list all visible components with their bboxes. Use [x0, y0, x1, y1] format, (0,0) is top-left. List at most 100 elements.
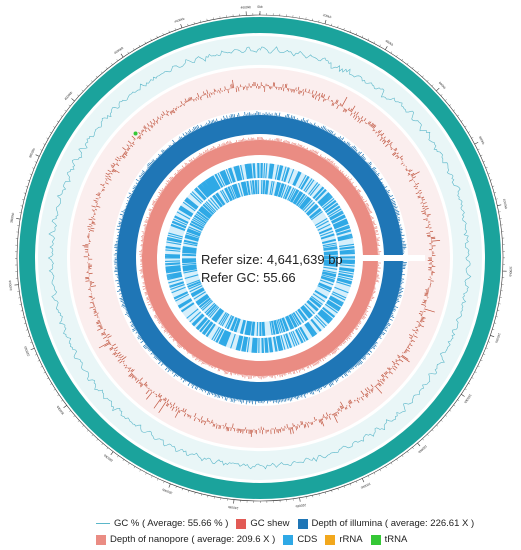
major-tick — [180, 23, 183, 28]
tick-label: 3200kb — [23, 345, 31, 356]
legend-gc-percent: GC % ( Average: 55.66 % ) — [96, 518, 228, 529]
minor-tick — [53, 389, 56, 391]
legend-nanopore-label: Depth of nanopore ( average: 209.6 X ) — [110, 534, 276, 545]
minor-tick — [474, 371, 477, 373]
minor-tick — [453, 404, 456, 407]
legend-row-2: Depth of nanopore ( average: 209.6 X ) C… — [96, 534, 415, 545]
minor-tick — [436, 424, 439, 427]
minor-tick — [379, 469, 381, 472]
tick-label: 3600kb — [9, 212, 15, 223]
minor-tick — [117, 455, 119, 458]
minor-tick — [356, 481, 358, 484]
minor-tick — [396, 55, 398, 57]
minor-tick — [480, 154, 483, 157]
minor-tick — [412, 447, 414, 449]
illumina-spikes — [113, 111, 407, 405]
legend: GC % ( Average: 55.66 % ) GC shew Depth … — [0, 514, 521, 550]
legend-trna-label: tRNA — [384, 534, 408, 545]
minor-tick — [46, 377, 49, 380]
minor-tick — [385, 466, 387, 468]
cds-track — [165, 163, 355, 353]
minor-tick — [426, 79, 429, 82]
minor-tick — [30, 341, 33, 344]
minor-tick — [494, 322, 497, 324]
minor-tick — [138, 44, 141, 47]
minor-tick — [91, 80, 93, 83]
minor-tick — [181, 488, 183, 491]
refer-gc-label: Refer GC: 55.66 — [201, 270, 296, 285]
nanopore-depth-track — [139, 136, 425, 380]
major-tick — [324, 19, 327, 24]
minor-tick — [194, 492, 196, 495]
major-tick — [474, 141, 479, 145]
minor-tick — [50, 383, 53, 385]
minor-tick — [40, 149, 43, 151]
minor-tick — [187, 23, 189, 26]
refer-size-label: Refer size: 4,641,639 bp — [201, 252, 343, 267]
legend-nanopore: Depth of nanopore ( average: 209.6 X ) — [96, 534, 275, 545]
tick-label: 4200kb — [113, 46, 124, 55]
minor-tick — [144, 41, 146, 44]
minor-tick — [25, 186, 28, 188]
minor-tick — [445, 99, 447, 101]
minor-tick — [64, 109, 67, 112]
minor-tick — [43, 371, 46, 374]
minor-tick — [412, 66, 414, 69]
minor-tick — [343, 485, 345, 488]
minor-tick — [390, 51, 393, 54]
minor-tick — [468, 131, 470, 133]
major-tick — [299, 497, 301, 502]
minor-tick — [122, 459, 125, 462]
minor-tick — [485, 167, 488, 169]
gc-skew-track — [82, 79, 441, 437]
tick-label: 3400kb — [8, 280, 13, 291]
minor-tick — [163, 481, 165, 484]
minor-tick — [175, 486, 177, 489]
genome-ticks: 0kb 200kb 400kb 600kb 800kb 1000kb 1200kb 1400k… — [8, 5, 513, 510]
trna-marker — [133, 131, 138, 136]
legend-gc-skew: GC shew — [236, 518, 290, 529]
minor-tick — [337, 488, 339, 491]
tick-label: 1200kb — [508, 266, 513, 277]
minor-tick — [127, 51, 129, 54]
minor-tick — [331, 23, 333, 26]
major-tick — [120, 53, 124, 58]
minor-tick — [82, 425, 84, 427]
cds-swatch — [283, 534, 294, 545]
minor-tick — [427, 434, 429, 436]
minor-tick — [157, 478, 159, 481]
minor-tick — [49, 131, 52, 134]
major-tick — [417, 442, 421, 447]
minor-tick — [487, 173, 490, 175]
cds-inner-stripes — [182, 180, 338, 336]
minor-tick — [431, 429, 434, 432]
minor-tick — [60, 115, 63, 117]
minor-tick — [406, 62, 409, 65]
legend-cds-label: CDS — [297, 534, 318, 545]
minor-tick — [23, 323, 27, 325]
minor-tick — [483, 160, 486, 163]
minor-tick — [77, 420, 80, 422]
tick-label: 2400kb — [228, 505, 239, 510]
minor-tick — [396, 458, 398, 461]
legend-gc-percent-label: GC % ( Average: 55.66 % ) — [114, 518, 229, 529]
minor-tick — [151, 475, 153, 478]
gc-percent-line — [47, 46, 472, 470]
legend-trna: tRNA — [370, 534, 408, 545]
minor-tick — [133, 48, 135, 51]
minor-tick — [27, 180, 30, 181]
minor-tick — [68, 104, 71, 107]
minor-tick — [480, 359, 483, 361]
minor-tick — [445, 415, 447, 417]
minor-tick — [145, 472, 147, 475]
rrna-swatch — [325, 534, 336, 545]
minor-tick — [401, 58, 404, 61]
tick-label: 400kb — [385, 39, 395, 47]
major-tick — [384, 46, 388, 50]
minor-tick — [422, 438, 424, 441]
minor-tick — [188, 490, 190, 493]
tick-label: 600kb — [438, 81, 447, 90]
minor-tick — [373, 472, 376, 475]
minor-tick — [162, 33, 164, 36]
